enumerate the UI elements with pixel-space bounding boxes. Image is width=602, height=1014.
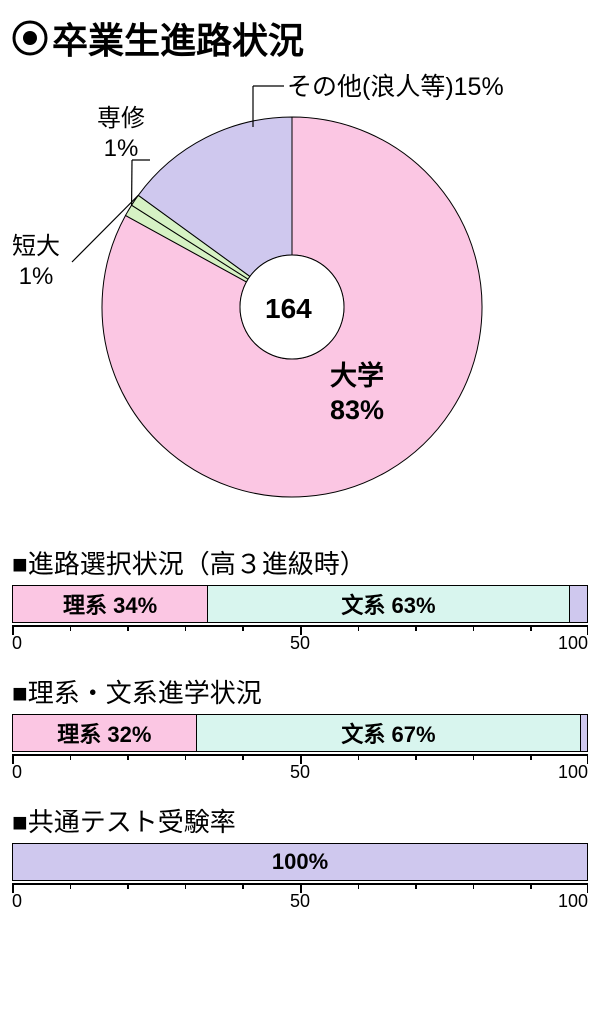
bar-title: ■共通テスト受験率	[12, 802, 590, 839]
bar-segment: 理系 34%	[13, 586, 208, 622]
bar-segment	[570, 586, 587, 622]
bar-segment: 文系 67%	[197, 715, 582, 751]
donut-chart: その他(浪人等)15% 専修1% 短大1% 大学83% 164	[12, 72, 590, 522]
stacked-bar: 理系 32%文系 67%	[12, 714, 588, 752]
axis-tick-label: 50	[290, 633, 310, 654]
axis-tick-label: 0	[12, 762, 22, 783]
page-title: 卒業生進路状況	[12, 12, 590, 64]
label-univ: 大学83%	[330, 360, 384, 428]
bar-segment: 理系 32%	[13, 715, 197, 751]
bar-segment	[581, 715, 587, 751]
axis-tick-label: 50	[290, 891, 310, 912]
axis-tick-label: 100	[558, 633, 588, 654]
donut-center-value: 164	[265, 291, 312, 326]
bar-section-1: ■理系・文系進学状況理系 32%文系 67% 0 50 100	[12, 673, 590, 780]
bar-title: ■理系・文系進学状況	[12, 673, 590, 710]
page-title-text: 卒業生進路状況	[52, 12, 304, 64]
bar-section-2: ■共通テスト受験率 100% 0 50 100	[12, 802, 590, 909]
label-tandai: 短大1%	[12, 232, 60, 292]
axis-tick-label: 100	[558, 891, 588, 912]
bullet-icon	[12, 20, 48, 56]
axis-tick-label: 0	[12, 891, 22, 912]
bar-axis: 0 50 100	[12, 754, 588, 780]
stacked-bar: 理系 34%文系 63%	[12, 585, 588, 623]
bar-segment: 100%	[13, 844, 587, 880]
stacked-bar: 100%	[12, 843, 588, 881]
bar-segment: 文系 63%	[208, 586, 570, 622]
axis-tick-label: 50	[290, 762, 310, 783]
bar-axis: 0 50 100	[12, 625, 588, 651]
bar-section-0: ■進路選択状況（高３進級時） 理系 34%文系 63% 0 50 100	[12, 544, 590, 651]
bar-axis: 0 50 100	[12, 883, 588, 909]
axis-tick-label: 0	[12, 633, 22, 654]
bar-title: ■進路選択状況（高３進級時）	[12, 544, 590, 581]
label-other: その他(浪人等)15%	[287, 72, 504, 103]
axis-tick-label: 100	[558, 762, 588, 783]
label-senshu: 専修1%	[97, 104, 145, 164]
